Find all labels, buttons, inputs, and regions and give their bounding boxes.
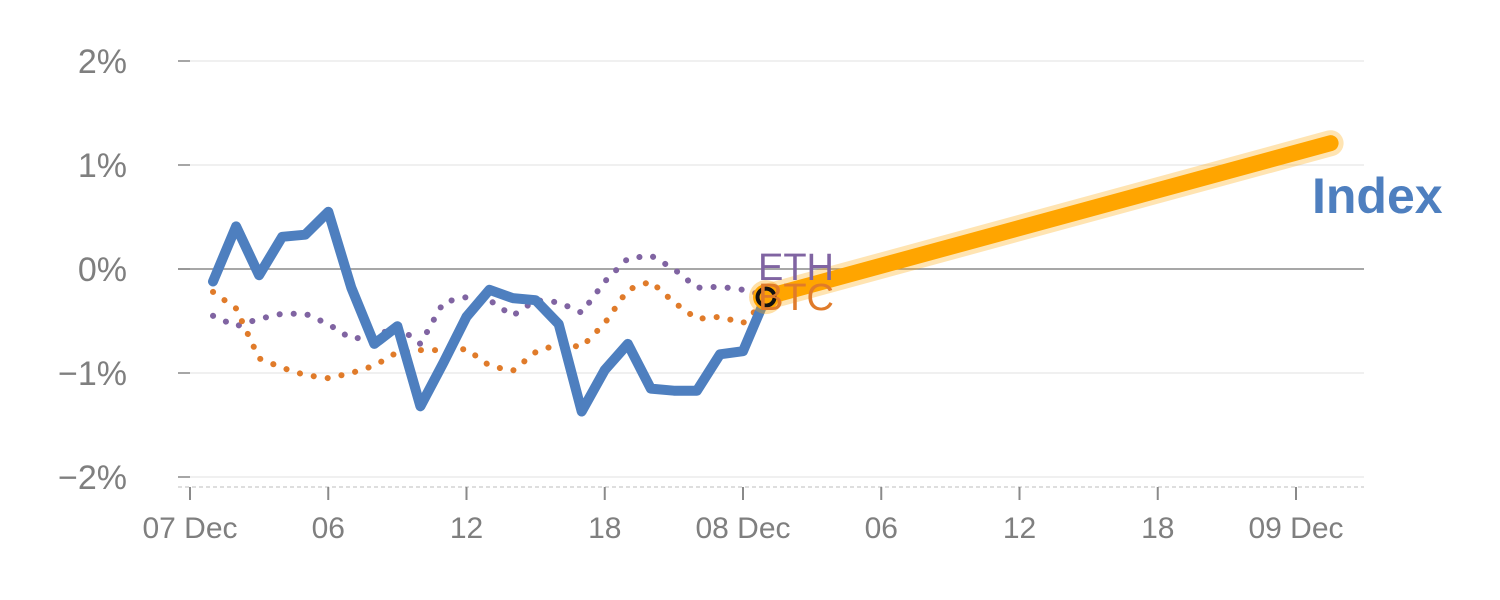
x-tick-label: 07 Dec bbox=[142, 512, 237, 545]
eth-series-line bbox=[210, 252, 769, 347]
x-tick-label: 06 bbox=[312, 512, 345, 545]
x-tick-label: 09 Dec bbox=[1248, 512, 1343, 545]
index-series-line bbox=[208, 206, 771, 417]
btc-label: BTC bbox=[758, 277, 834, 319]
current-marker bbox=[749, 280, 784, 315]
x-tick-label: 12 bbox=[1003, 512, 1036, 545]
gridlines bbox=[178, 60, 1364, 478]
x-tick-label: 18 bbox=[588, 512, 621, 545]
forecast-series-line bbox=[758, 135, 1339, 306]
marker-center bbox=[755, 286, 777, 308]
index-label: Index bbox=[1312, 168, 1443, 224]
y-tick-label: 0% bbox=[78, 251, 127, 289]
x-tick-label: 06 bbox=[865, 512, 898, 545]
y-tick-label: −1% bbox=[58, 355, 127, 393]
y-tick-label: −2% bbox=[58, 459, 127, 497]
y-tick-label: 2% bbox=[78, 43, 127, 81]
axes: 2% 1% 0% −1% −2% 07 Dec 06 12 18 08 Dec 06 12 18 09 D… bbox=[58, 43, 1364, 545]
eth-label: ETH bbox=[758, 247, 834, 289]
x-tick-label: 18 bbox=[1141, 512, 1174, 545]
series-labels: ETH BTC Index bbox=[758, 168, 1443, 319]
x-tick-label: 12 bbox=[450, 512, 483, 545]
x-tick-label: 08 Dec bbox=[695, 512, 790, 545]
y-tick-label: 1% bbox=[78, 147, 127, 185]
series-lines bbox=[208, 130, 1344, 417]
